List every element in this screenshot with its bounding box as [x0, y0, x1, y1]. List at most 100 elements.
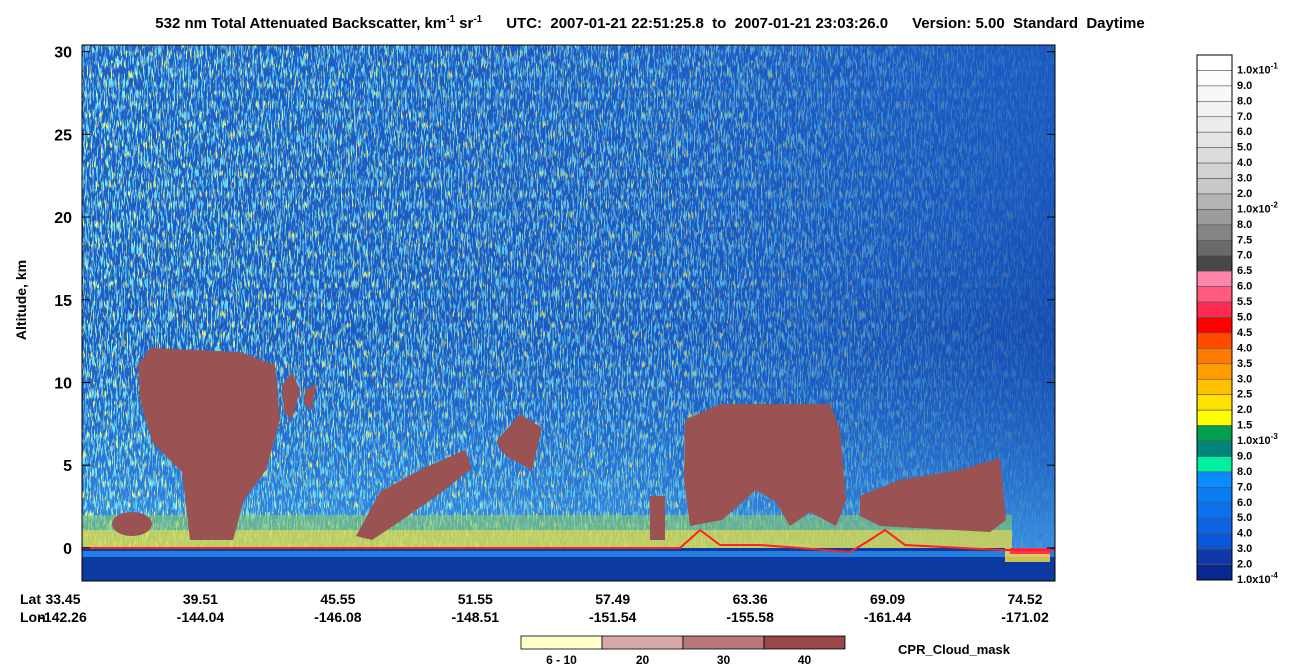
colorbar-label-text: 5.5 — [1237, 296, 1252, 308]
cloud-mask-swatch — [520, 635, 603, 650]
lon-label: -142.26 — [39, 609, 87, 625]
colorbar-label-text: 3.0 — [1237, 173, 1252, 185]
colorbar-label-text: 6.5 — [1237, 265, 1252, 277]
colorbar-swatch — [1196, 378, 1233, 396]
colorbar-label-text: 2.0 — [1237, 404, 1252, 416]
colorbar-swatch — [1196, 548, 1233, 565]
colorbar-swatch — [1196, 517, 1233, 534]
colorbar-frame — [1196, 54, 1233, 581]
colorbar-label-text: 4.0 — [1237, 342, 1252, 354]
colorbar-label-text: 7.5 — [1237, 234, 1252, 246]
colorbar-swatch — [1196, 193, 1233, 210]
lat-label: 51.55 — [458, 591, 493, 607]
colorbar-swatch — [1196, 348, 1233, 365]
cloud-mask-label: 6 - 10 — [546, 653, 577, 667]
colorbar-label: 4.0 — [1237, 342, 1252, 354]
colorbar-label-text: 2.0 — [1237, 559, 1252, 571]
colorbar-label: 2.0 — [1237, 559, 1252, 571]
colorbar-label: 3.5 — [1237, 358, 1252, 370]
colorbar-swatch — [1196, 332, 1233, 349]
colorbar-label-text: 4.5 — [1237, 327, 1252, 339]
cloud-mask-swatch — [601, 635, 684, 650]
colorbar-label-text: 1.0x10 — [1237, 203, 1271, 215]
colorbar-label-text: 1.0x10 — [1237, 574, 1271, 586]
colorbar-swatch — [1196, 425, 1233, 442]
row-label: Lon — [20, 609, 46, 625]
colorbar-swatch — [1196, 471, 1233, 488]
colorbar-swatch — [1196, 440, 1233, 457]
colorbar-label: 2.0 — [1237, 188, 1252, 200]
lon-label: -161.44 — [864, 609, 912, 625]
colorbar-label: 3.0 — [1237, 173, 1252, 185]
colorbar-label-text: 5.0 — [1237, 512, 1252, 524]
lat-label: 45.55 — [320, 591, 355, 607]
colorbar-label: 1.0x10-2 — [1237, 200, 1278, 215]
colorbar-label: 2.0 — [1237, 404, 1252, 416]
colorbar-label: 6.0 — [1237, 126, 1252, 138]
colorbar-label: 7.0 — [1237, 250, 1252, 262]
cloud-mask-label: 30 — [717, 653, 731, 667]
colorbar-label-text: 2.5 — [1237, 389, 1252, 401]
colorbar-label: 5.0 — [1237, 512, 1252, 524]
colorbar-label: 1.5 — [1237, 420, 1252, 432]
lat-label: 57.49 — [595, 591, 630, 607]
colorbar-swatch — [1196, 255, 1233, 272]
colorbar-label-exp: -2 — [1271, 200, 1279, 209]
colorbar-label: 5.0 — [1237, 142, 1252, 154]
colorbar-swatch — [1196, 301, 1233, 318]
colorbar-label-text: 3.5 — [1237, 358, 1252, 370]
colorbar-label: 8.0 — [1237, 219, 1252, 231]
colorbar-swatch — [1196, 70, 1233, 87]
title-exp: -1 — [473, 14, 482, 25]
colorbar-swatch — [1196, 286, 1233, 303]
colorbar-swatch — [1196, 456, 1233, 473]
colorbar-label: 1.0x10-3 — [1237, 432, 1278, 447]
colorbar-label: 4.5 — [1237, 327, 1252, 339]
colorbar-label-text: 8.0 — [1237, 219, 1252, 231]
colorbar-swatch — [1196, 533, 1233, 550]
lon-label: -144.04 — [177, 609, 225, 625]
colorbar-label: 7.0 — [1237, 111, 1252, 123]
colorbar-label-text: 1.0x10 — [1237, 64, 1271, 76]
lon-label: -171.02 — [1001, 609, 1049, 625]
title-main: 532 nm Total Attenuated Backscatter, km — [155, 15, 446, 32]
lon-label: -148.51 — [452, 609, 500, 625]
colorbar-label-text: 8.0 — [1237, 95, 1252, 107]
colorbar-swatch — [1196, 178, 1233, 195]
colorbar-swatch — [1196, 101, 1233, 118]
colorbar-label: 1.0x10-4 — [1237, 571, 1278, 586]
colorbar-swatch — [1196, 502, 1233, 519]
lon-label: -151.54 — [589, 609, 637, 625]
colorbar-label: 2.5 — [1237, 389, 1252, 401]
y-tick-label: 10 — [54, 375, 72, 392]
colorbar-label: 4.0 — [1237, 528, 1252, 540]
colorbar-label-text: 7.0 — [1237, 250, 1252, 262]
plot-frame — [81, 44, 1056, 582]
cloud-mask-label: 20 — [636, 653, 650, 667]
colorbar-label-text: 5.0 — [1237, 312, 1252, 324]
colorbar-label-text: 1.0x10 — [1237, 435, 1271, 447]
colorbar-label: 3.0 — [1237, 543, 1252, 555]
title-exp: -1 — [446, 14, 455, 25]
y-tick-label: 15 — [54, 293, 72, 310]
y-tick-label: 5 — [63, 458, 72, 475]
colorbar-label: 9.0 — [1237, 80, 1252, 92]
colorbar-label: 5.0 — [1237, 312, 1252, 324]
colorbar-label-text: 4.0 — [1237, 157, 1252, 169]
chart-title: 532 nm Total Attenuated Backscatter, km-… — [155, 14, 1144, 32]
colorbar-swatch — [1196, 147, 1233, 164]
colorbar-swatch — [1196, 54, 1233, 71]
colorbar-label-text: 6.0 — [1237, 281, 1252, 293]
colorbar-label-text: 3.0 — [1237, 373, 1252, 385]
colorbar-label: 1.0x10-1 — [1237, 61, 1278, 76]
colorbar-label-text: 6.0 — [1237, 497, 1252, 509]
colorbar-swatch — [1196, 317, 1233, 334]
colorbar-swatch — [1196, 239, 1233, 257]
colorbar-swatch — [1196, 564, 1233, 581]
colorbar-swatch — [1196, 224, 1233, 241]
lat-label: 63.36 — [733, 591, 768, 607]
colorbar-label-text: 5.0 — [1237, 142, 1252, 154]
y-tick-label: 30 — [54, 45, 72, 62]
lat-label: 69.09 — [870, 591, 905, 607]
colorbar-swatch — [1196, 162, 1233, 179]
